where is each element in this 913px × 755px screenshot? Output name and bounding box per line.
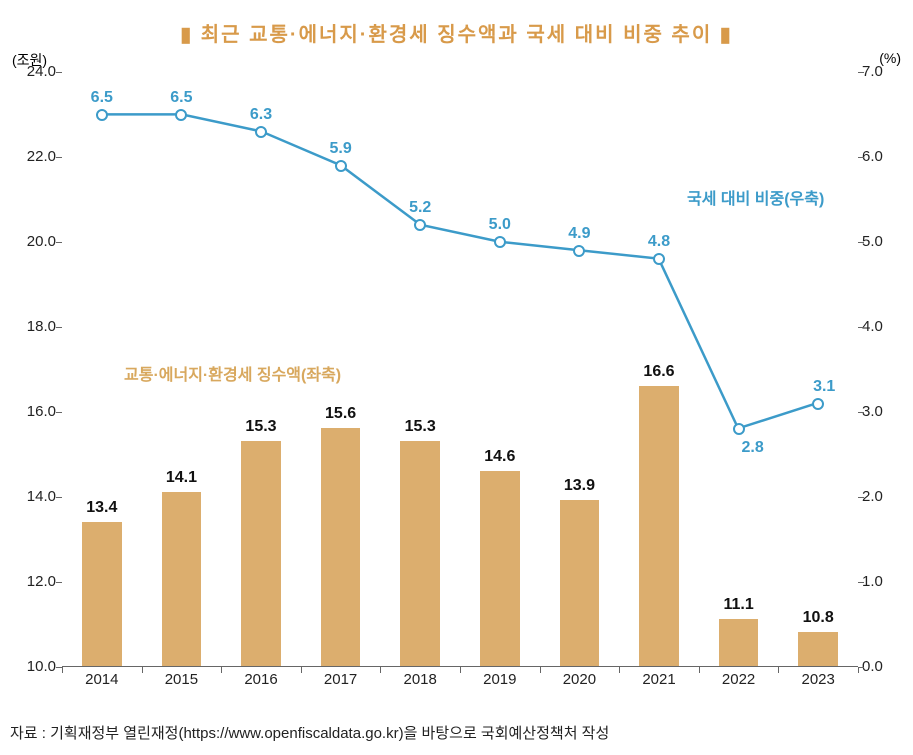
y-right-tickmark [858, 157, 864, 158]
x-tick-label: 2014 [85, 671, 118, 688]
line-marker [653, 253, 665, 265]
line-value-label: 6.5 [170, 89, 192, 107]
bar [798, 632, 838, 666]
x-tickmark [540, 667, 541, 673]
x-tickmark [619, 667, 620, 673]
y-right-tickmark [858, 412, 864, 413]
y-left-tick-label: 12.0 [20, 573, 56, 590]
line-marker [175, 109, 187, 121]
x-tickmark [62, 667, 63, 673]
line-marker [494, 236, 506, 248]
line-marker [255, 126, 267, 138]
x-tickmark [460, 667, 461, 673]
y-left-tick-label: 10.0 [20, 658, 56, 675]
line-marker [573, 245, 585, 257]
bar [321, 428, 361, 666]
line-marker [733, 423, 745, 435]
y-left-tick-label: 24.0 [20, 63, 56, 80]
x-tick-label: 2021 [642, 671, 675, 688]
x-tick-label: 2023 [802, 671, 835, 688]
y-left-tick-label: 22.0 [20, 148, 56, 165]
y-right-tick-label: 2.0 [862, 488, 896, 505]
y-left-tick-label: 14.0 [20, 488, 56, 505]
line-value-label: 5.2 [409, 199, 431, 217]
bar-value-label: 10.8 [803, 609, 834, 627]
bar-value-label: 13.9 [564, 477, 595, 495]
bar [480, 471, 520, 667]
y-left-tick-label: 18.0 [20, 318, 56, 335]
x-tick-label: 2019 [483, 671, 516, 688]
x-tickmark [142, 667, 143, 673]
source-text: 자료 : 기획재정부 열린재정(https://www.openfiscalda… [10, 722, 609, 743]
chart-title: ▮ 최근 교통·에너지·환경세 징수액과 국세 대비 비중 추이 ▮ [0, 0, 913, 55]
bar-value-label: 13.4 [86, 499, 117, 517]
y-right-tick-label: 1.0 [862, 573, 896, 590]
line-value-label: 5.0 [489, 216, 511, 234]
y-right-tick-label: 3.0 [862, 403, 896, 420]
x-tickmark [221, 667, 222, 673]
line-marker [414, 219, 426, 231]
line-marker [96, 109, 108, 121]
x-tickmark [858, 667, 859, 673]
line-value-label: 3.1 [813, 378, 835, 396]
x-tick-label: 2018 [404, 671, 437, 688]
bar-value-label: 11.1 [723, 596, 753, 614]
y-right-tick-label: 7.0 [862, 63, 896, 80]
bar-value-label: 16.6 [643, 363, 674, 381]
y-right-tick-label: 5.0 [862, 233, 896, 250]
bar-value-label: 15.3 [405, 418, 436, 436]
line-value-label: 6.5 [91, 89, 113, 107]
plot-area: 10.012.014.016.018.020.022.024.00.01.02.… [62, 72, 858, 667]
line-marker [812, 398, 824, 410]
y-left-tickmark [56, 412, 62, 413]
x-tickmark [778, 667, 779, 673]
bar-value-label: 14.1 [166, 469, 197, 487]
line-value-label: 2.8 [741, 439, 763, 457]
line-value-label: 5.9 [329, 140, 351, 158]
x-tickmark [301, 667, 302, 673]
x-tick-label: 2016 [244, 671, 277, 688]
bar-value-label: 15.3 [245, 418, 276, 436]
bar-value-label: 15.6 [325, 405, 356, 423]
line-marker [335, 160, 347, 172]
bar [639, 386, 679, 667]
y-left-tickmark [56, 327, 62, 328]
y-left-tick-label: 16.0 [20, 403, 56, 420]
x-tick-label: 2017 [324, 671, 357, 688]
y-right-tickmark [858, 242, 864, 243]
bar [719, 619, 759, 666]
x-tickmark [699, 667, 700, 673]
x-axis: 2014 2015 2016 2017 2018 2019 2020 2021 2022 2023 [62, 667, 858, 697]
bar [241, 441, 281, 666]
bar [82, 522, 122, 667]
y-right-tick-label: 6.0 [862, 148, 896, 165]
bar [560, 500, 600, 666]
y-right-tickmark [858, 72, 864, 73]
line-value-label: 4.8 [648, 233, 670, 251]
y-right-tick-label: 4.0 [862, 318, 896, 335]
y-right-tickmark [858, 497, 864, 498]
bar [162, 492, 202, 666]
x-tickmark [380, 667, 381, 673]
x-tick-label: 2015 [165, 671, 198, 688]
legend-line-series: 국세 대비 비중(우축) [687, 185, 824, 209]
bar-value-label: 14.6 [484, 448, 515, 466]
chart-container: (조원) (%) 10.012.014.016.018.020.022.024.… [12, 50, 901, 710]
y-left-tickmark [56, 157, 62, 158]
y-right-tick-label: 0.0 [862, 658, 896, 675]
x-tick-label: 2020 [563, 671, 596, 688]
y-right-tickmark [858, 582, 864, 583]
y-left-tickmark [56, 497, 62, 498]
y-left-tickmark [56, 582, 62, 583]
x-tick-label: 2022 [722, 671, 755, 688]
line-value-label: 6.3 [250, 106, 272, 124]
y-right-tickmark [858, 327, 864, 328]
y-left-tickmark [56, 72, 62, 73]
y-left-tick-label: 20.0 [20, 233, 56, 250]
line-value-label: 4.9 [568, 225, 590, 243]
legend-bar-series: 교통·에너지·환경세 징수액(좌축) [124, 361, 341, 385]
y-left-tickmark [56, 242, 62, 243]
bar [400, 441, 440, 666]
